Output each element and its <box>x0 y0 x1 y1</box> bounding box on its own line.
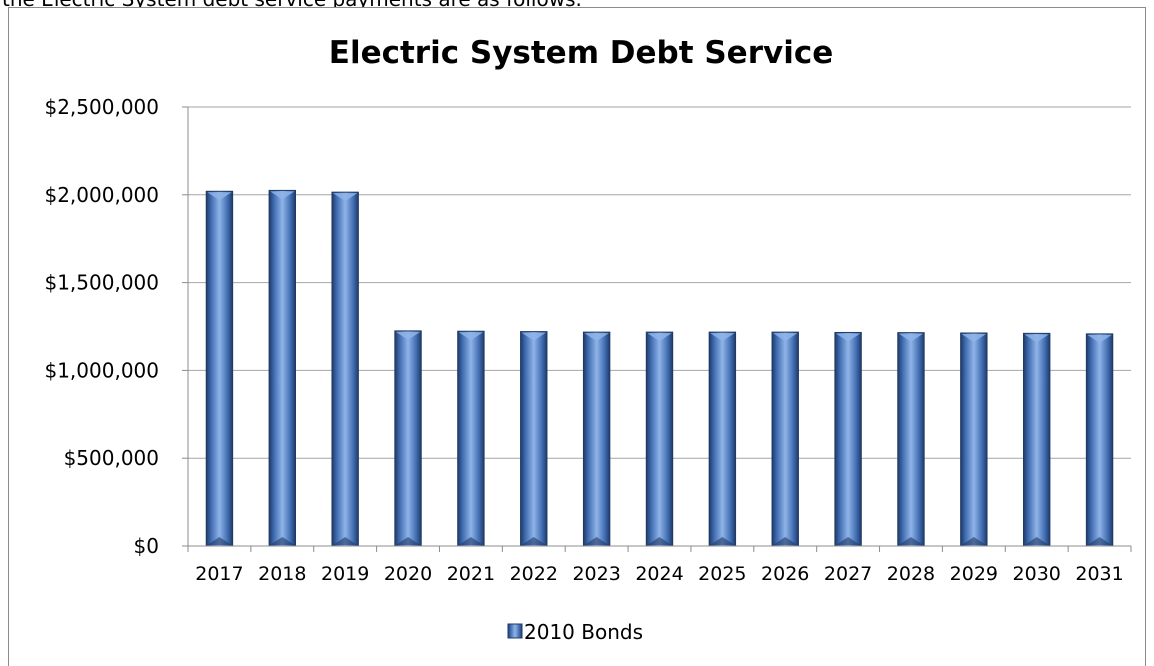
y-tick-label: $500,000 <box>64 446 159 470</box>
bar-top-bevel <box>1087 334 1112 343</box>
y-tick-label: $2,000,000 <box>44 183 159 207</box>
bar <box>520 331 548 547</box>
bar-top-bevel <box>395 331 421 340</box>
bar <box>582 331 611 547</box>
bar-base-bevel <box>835 537 861 545</box>
cut-off-caption: the Electric System debt service payment… <box>2 0 582 11</box>
bar <box>268 189 297 547</box>
x-tick-label: 2020 <box>384 563 432 585</box>
y-tick-label: $0 <box>134 534 159 558</box>
bar-base-bevel <box>961 537 987 545</box>
y-tick-label: $1,500,000 <box>44 271 159 295</box>
bar-top-bevel <box>521 332 546 341</box>
bar <box>457 330 485 547</box>
y-tick-labels: $0 $500,000 $1,000,000 $1,500,000 $2,000,000… <box>44 95 159 558</box>
bar-top-bevel <box>270 191 295 200</box>
bar-top-bevel <box>898 333 924 342</box>
bar-top-bevel <box>458 332 484 341</box>
bar-top-bevel <box>710 333 735 342</box>
bar <box>771 331 799 547</box>
bar-base-bevel <box>647 537 672 545</box>
bar-top-bevel <box>584 333 609 342</box>
legend-label: 2010 Bonds <box>524 620 643 644</box>
x-tick-label: 2021 <box>447 563 495 585</box>
x-tick-labels: 2017 2018 2019 2020 2021 2022 2023 2024 2025 2026… <box>195 563 1123 585</box>
x-tick-label: 2030 <box>1013 563 1061 585</box>
bar-base-bevel <box>584 537 609 545</box>
bar-base-bevel <box>521 537 546 545</box>
bar <box>394 330 422 547</box>
bar-top-bevel <box>835 333 861 342</box>
bar-base-bevel <box>270 537 295 545</box>
bar-base-bevel <box>773 537 798 545</box>
x-tick-label: 2018 <box>258 563 306 585</box>
x-tick-label: 2026 <box>761 563 809 585</box>
bar-base-bevel <box>1024 537 1049 545</box>
x-tick-label: 2029 <box>950 563 998 585</box>
x-tick-label: 2031 <box>1075 563 1123 585</box>
chart-frame <box>8 7 1146 666</box>
bar-base-bevel <box>458 537 484 545</box>
bar-base-bevel <box>207 537 232 545</box>
bar <box>1022 332 1051 547</box>
bar <box>960 332 988 547</box>
legend: 2010 Bonds <box>507 620 643 644</box>
bar-base-bevel <box>710 537 735 545</box>
axes <box>187 107 1132 552</box>
x-tick-label: 2017 <box>195 563 243 585</box>
y-tick-label: $2,500,000 <box>44 95 159 119</box>
bar-top-bevel <box>773 333 798 342</box>
bar-top-bevel <box>207 192 232 201</box>
x-tick-label: 2019 <box>321 563 369 585</box>
bar <box>708 331 737 547</box>
legend-swatch <box>507 623 523 639</box>
chart-title: Electric System Debt Service <box>329 35 833 71</box>
x-tick-label: 2027 <box>824 563 872 585</box>
bar-base-bevel <box>898 537 924 545</box>
x-tick-label: 2028 <box>887 563 935 585</box>
bar <box>331 191 359 547</box>
bar <box>834 331 862 547</box>
bar <box>645 331 674 547</box>
bar <box>205 190 234 547</box>
bar <box>1085 333 1114 547</box>
bars <box>205 189 1114 547</box>
x-tick-label: 2025 <box>698 563 746 585</box>
y-tick-label: $1,000,000 <box>44 358 159 382</box>
bar-top-bevel <box>1024 334 1049 343</box>
bar <box>897 332 925 547</box>
bar-top-bevel <box>332 193 358 202</box>
bar-base-bevel <box>332 537 358 545</box>
bar-top-bevel <box>647 333 672 342</box>
bar-base-bevel <box>1087 537 1112 545</box>
x-tick-label: 2024 <box>635 563 683 585</box>
bar-top-bevel <box>961 333 987 342</box>
x-tick-label: 2023 <box>572 563 620 585</box>
bar-base-bevel <box>395 537 421 545</box>
x-tick-label: 2022 <box>510 563 558 585</box>
